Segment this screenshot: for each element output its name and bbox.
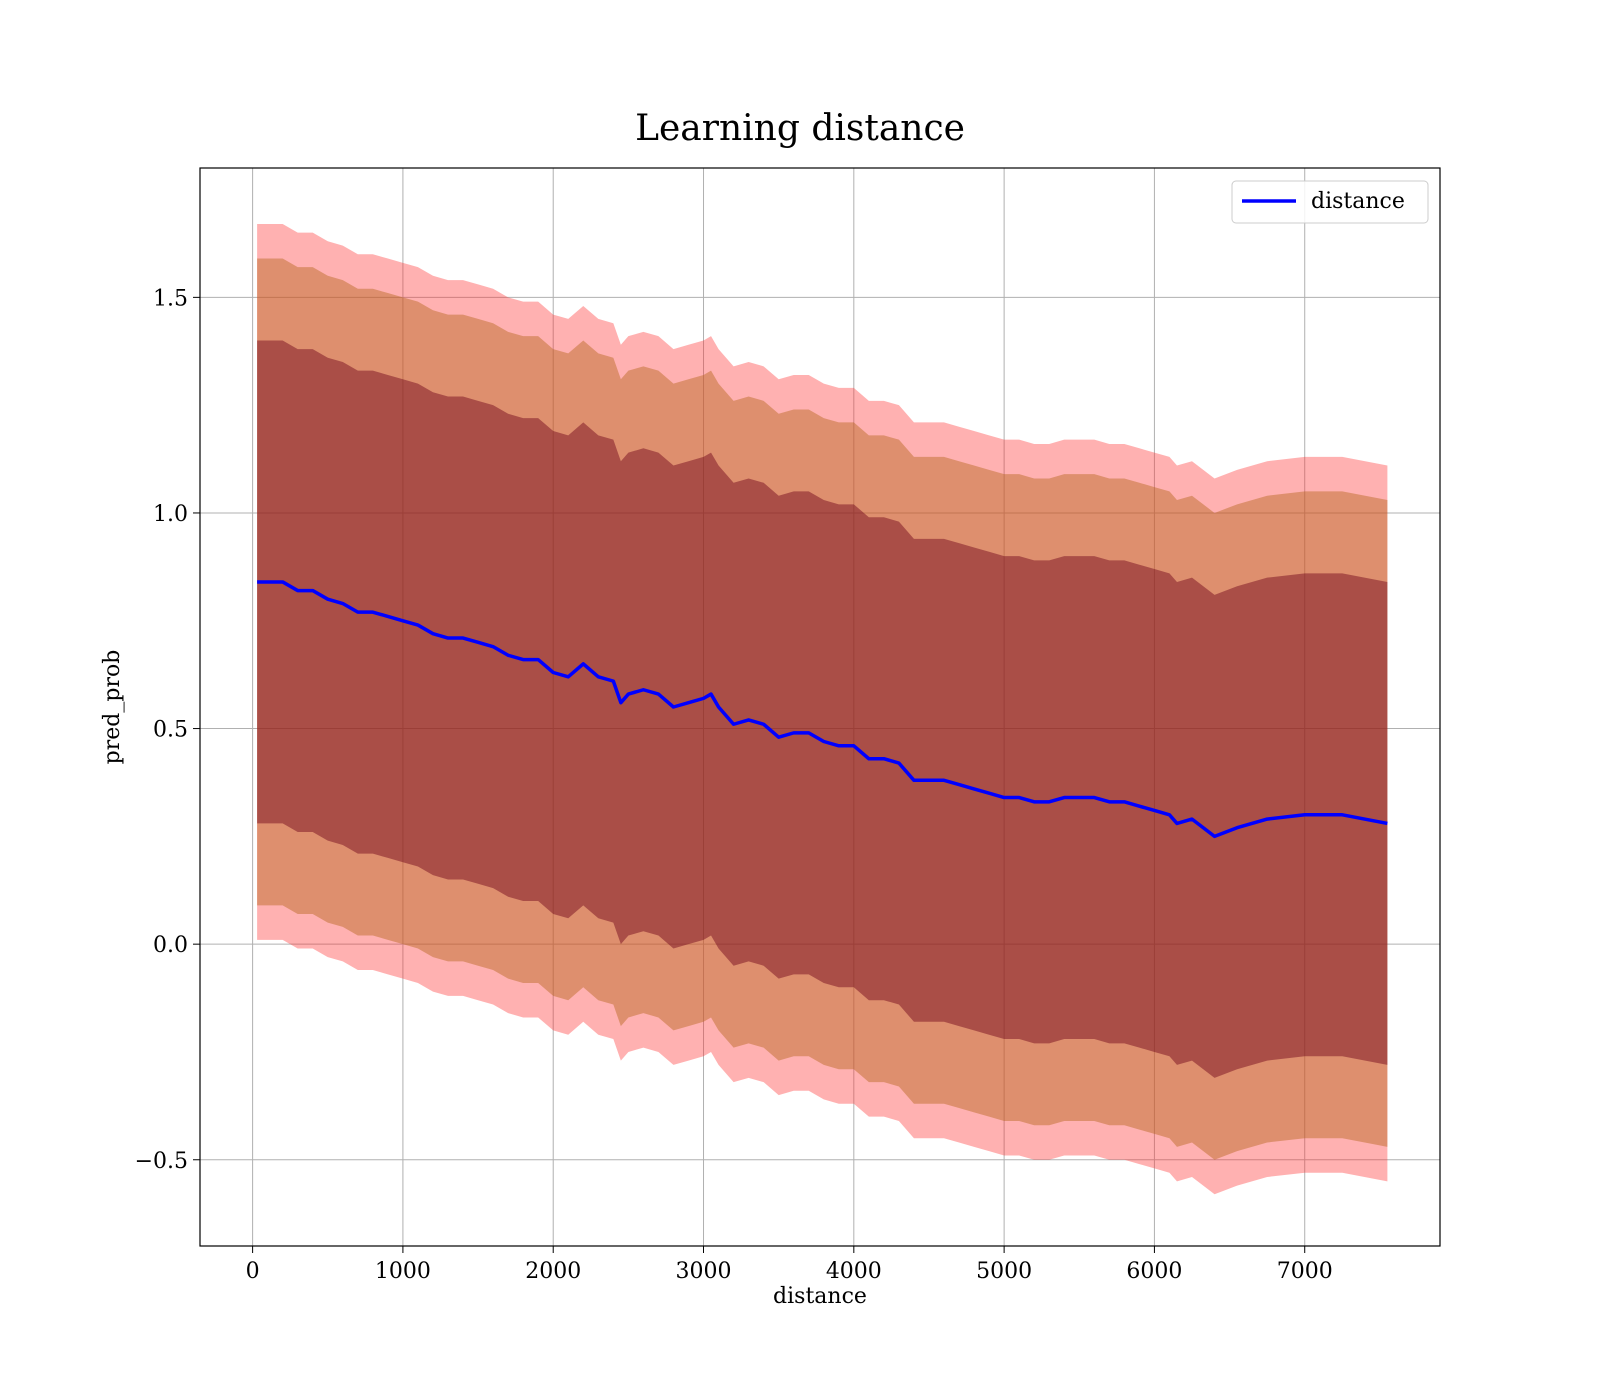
chart-title: Learning distance	[635, 108, 965, 149]
legend-box	[1231, 180, 1429, 224]
x-tick-label-2: 2000	[525, 1259, 581, 1284]
band-inner	[257, 340, 1388, 1078]
x-axis-label: distance	[773, 1284, 867, 1309]
grid	[200, 168, 1440, 1246]
band-outer	[257, 224, 1388, 1195]
y-axis-ticks: −0.5 0.0 0.5 1.0 1.5	[135, 286, 200, 1174]
y-tick-label-1: 0.0	[153, 933, 188, 958]
x-tick-label-7: 7000	[1277, 1259, 1333, 1284]
x-tick-label-0: 0	[246, 1259, 260, 1284]
y-tick-label-2: 0.5	[153, 718, 188, 743]
y-tick-label-3: 1.0	[153, 502, 188, 527]
y-axis-label: pred_prob	[100, 650, 125, 765]
x-tick-label-6: 6000	[1126, 1259, 1182, 1284]
uncertainty-bands	[257, 224, 1388, 1195]
plot-frame	[199, 167, 1441, 1247]
legend-entry-distance: distance	[1311, 189, 1405, 214]
x-axis-ticks: 0 1000 2000 3000 4000 5000 6000 7000	[246, 1246, 1333, 1284]
band-middle	[257, 258, 1388, 1160]
series-line-distance	[257, 580, 1388, 839]
x-tick-label-5: 5000	[976, 1259, 1032, 1284]
y-tick-label-4: 1.5	[153, 286, 188, 311]
x-tick-label-4: 4000	[826, 1259, 882, 1284]
legend: distance	[1231, 180, 1429, 224]
x-tick-label-1: 1000	[375, 1259, 431, 1284]
series-layer	[257, 580, 1388, 839]
x-tick-label-3: 3000	[676, 1259, 732, 1284]
y-tick-label-0: −0.5	[135, 1149, 188, 1174]
